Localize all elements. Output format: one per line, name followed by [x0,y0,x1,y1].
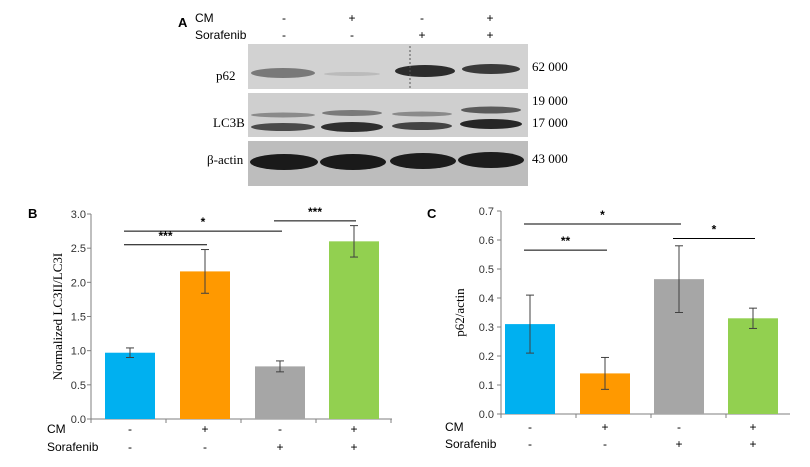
condition-sign: + [749,420,756,434]
panel-a-cm-sign-1: - [282,11,286,25]
bar [105,352,155,419]
lc3b-blot [248,93,528,137]
lc3b-upper-band-lane-4 [461,106,521,114]
lc3b-upper-band-lane-1 [251,112,315,118]
condition-sign: + [675,437,682,451]
y-tick-label: 1.5 [71,312,86,324]
panel-a-sorafenib-sign-3: + [418,28,425,42]
significance-label: * [201,215,206,229]
panel-a-cm-sign-3: - [420,11,424,25]
panel-c-chart: C0.00.10.20.30.40.50.60.7p62/actin****CM… [427,206,790,451]
p62-mw-label: 62 000 [532,59,568,74]
bar [728,318,778,414]
condition-sign: - [677,420,681,434]
condition-sign: + [350,440,357,454]
y-tick-label: 0.6 [479,235,494,247]
condition-label: CM [445,420,464,434]
panel-a-cm-label: CM [195,11,214,25]
panel-a-cm-sign-4: + [486,11,493,25]
condition-sign: - [278,422,282,436]
condition-sign: - [128,440,132,454]
y-tick-label: 0.2 [479,351,494,363]
condition-sign: + [749,437,756,451]
beta-actin-blot-label: β-actin [207,152,244,167]
lc3b-lower-band-lane-4 [460,119,522,129]
condition-sign: - [528,420,532,434]
lc3b-upper-band-lane-3 [392,111,452,117]
condition-sign: + [601,420,608,434]
p62-blot [248,44,528,89]
condition-label: CM [47,422,66,436]
beta-actin-band-lane-2 [320,154,386,170]
panel-a: A CM Sorafenib - + - + - - + + p62 62 00… [178,11,568,186]
y-axis-title: Normalized LC3II/LC3I [50,253,65,380]
panel-a-sorafenib-sign-4: + [486,28,493,42]
beta-actin-mw-label: 43 000 [532,151,568,166]
panel-a-label: A [178,15,188,30]
beta-actin-band-lane-1 [250,154,318,170]
lc3b-mw-upper-label: 19 000 [532,93,568,108]
lc3b-lower-band-lane-2 [321,122,383,132]
significance-label: *** [308,205,322,219]
y-tick-label: 0.7 [479,206,494,218]
lc3b-blot-label: LC3B [213,115,245,130]
beta-actin-band-lane-3 [390,153,456,169]
panel-a-cm-sign-2: + [348,11,355,25]
condition-sign: - [603,437,607,451]
panel-b-label: B [28,206,37,221]
panel-a-sorafenib-sign-1: - [282,28,286,42]
panel-c-label: C [427,206,437,221]
beta-actin-band-lane-4 [458,152,524,168]
bar [255,366,305,419]
p62-band-lane-2 [324,72,380,76]
lc3b-lower-band-lane-1 [251,123,315,131]
bar [180,271,230,419]
bar [329,241,379,419]
y-tick-label: 0.5 [479,264,494,276]
y-tick-label: 0.1 [479,380,494,392]
beta-actin-blot [248,141,528,186]
lc3b-lower-band-lane-3 [392,122,452,130]
y-tick-label: 0.0 [479,409,494,421]
condition-sign: - [203,440,207,454]
significance-label: * [712,223,717,237]
panel-a-sorafenib-label: Sorafenib [195,28,247,42]
y-tick-label: 2.0 [71,277,86,289]
significance-label: ** [561,234,571,248]
p62-band-lane-1 [251,68,315,78]
condition-label: Sorafenib [47,440,99,454]
y-tick-label: 0.4 [479,293,494,305]
panel-b-chart: B 0.0 0.5 1.0 1.5 2.0 2.5 3.0 Normalized LC3II/L… [28,205,392,454]
y-axis-title: p62/actin [452,288,467,337]
y-tick-label: 3.0 [71,209,86,221]
p62-band-lane-4 [462,64,520,74]
condition-sign: - [128,422,132,436]
condition-sign: + [350,422,357,436]
condition-sign: - [528,437,532,451]
y-tick-label: 0.3 [479,322,494,334]
panel-a-sorafenib-sign-2: - [350,28,354,42]
lc3b-upper-band-lane-2 [322,110,382,116]
p62-blot-label: p62 [216,68,236,83]
y-tick-label: 0.5 [71,380,86,392]
condition-sign: + [201,422,208,436]
y-tick-label: 2.5 [71,243,86,255]
lc3b-mw-lower-label: 17 000 [532,115,568,130]
condition-label: Sorafenib [445,437,497,451]
significance-label: * [600,208,605,222]
p62-band-lane-3 [395,65,455,77]
y-tick-label: 1.0 [71,346,86,358]
y-tick-label: 0.0 [71,414,86,426]
condition-sign: + [276,440,283,454]
significance-label: *** [158,229,172,243]
